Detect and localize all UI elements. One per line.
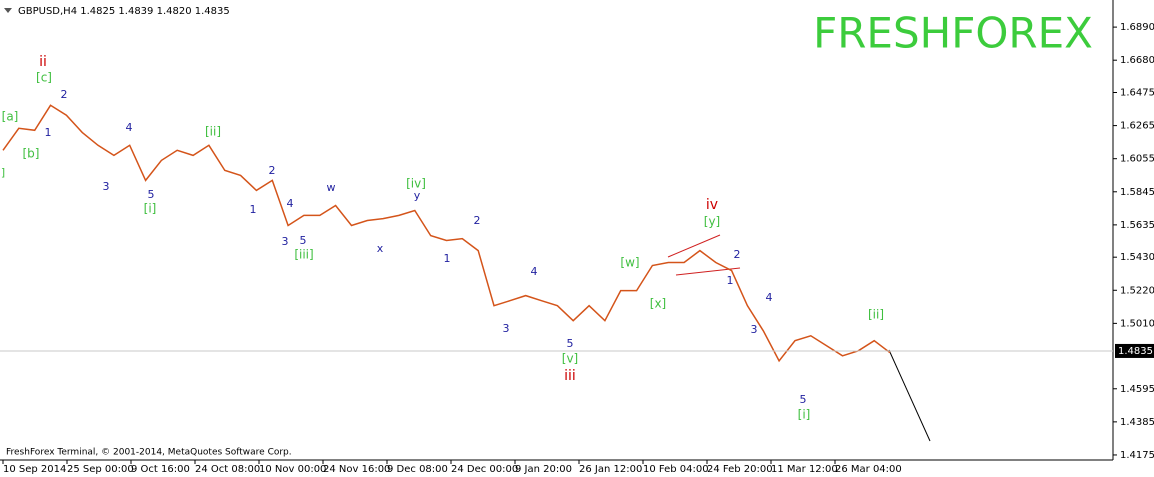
- wave-label: iv: [706, 197, 718, 213]
- wave-label: [v]: [562, 352, 578, 366]
- y-tick-label: 1.6475: [1120, 88, 1154, 99]
- y-tick-label: 1.6890: [1120, 22, 1154, 33]
- wave-label: [i]: [798, 408, 811, 422]
- x-tick-label: 10 Nov 00:00: [259, 464, 326, 475]
- x-tick-label: 25 Sep 00:00: [67, 464, 134, 475]
- wave-label: w: [327, 181, 336, 194]
- x-tick-label: 9 Dec 08:00: [387, 464, 448, 475]
- wave-label: 5: [148, 188, 155, 201]
- forecast-line: [888, 349, 931, 442]
- x-tick-label: 11 Mar 12:00: [771, 464, 838, 475]
- x-tick-label: 24 Nov 16:00: [323, 464, 390, 475]
- wave-label: 5: [567, 337, 574, 350]
- triangle-line: [667, 234, 721, 258]
- y-tick-label: 1.4385: [1120, 417, 1154, 428]
- x-tick-label: 9 Jan 20:00: [515, 464, 572, 475]
- wave-label: [iv]: [406, 177, 426, 191]
- wave-label: x: [377, 242, 384, 255]
- y-tick-label: 1.5430: [1120, 252, 1154, 263]
- x-tick-label: 26 Mar 04:00: [835, 464, 902, 475]
- wave-label: 2: [269, 164, 276, 177]
- wave-label: 2: [474, 214, 481, 227]
- wave-label: 2: [61, 88, 68, 101]
- wave-label: 1: [45, 126, 52, 139]
- wave-label: [iii]: [294, 248, 313, 262]
- wave-label: [b]: [23, 147, 40, 161]
- wave-label: 3: [503, 322, 510, 335]
- wave-label: 4: [766, 291, 773, 304]
- wave-label: [ii]: [205, 125, 221, 139]
- menu-triangle: [4, 8, 12, 13]
- wave-label: 5: [300, 234, 307, 247]
- current-price-box: [1115, 343, 1154, 358]
- wave-label: [i]: [144, 202, 157, 216]
- x-tick-label: 9 Oct 16:00: [131, 464, 190, 475]
- wave-label: iii: [564, 368, 576, 384]
- x-tick-label: 24 Oct 08:00: [195, 464, 260, 475]
- y-tick-label: 1.5635: [1120, 220, 1154, 231]
- price-line: [2, 104, 891, 363]
- y-tick-label: 1.5010: [1120, 318, 1154, 329]
- wave-label: y: [414, 189, 421, 202]
- wave-label: [a]: [2, 110, 19, 124]
- wave-label: [x]: [650, 297, 666, 311]
- current-price-label: 1.4835: [1118, 346, 1153, 357]
- wave-label: [w]: [620, 256, 639, 270]
- copyright: FreshForex Terminal, © 2001-2014, MetaQu…: [6, 448, 292, 458]
- wave-label: 1: [727, 274, 734, 287]
- y-tick-label: 1.4175: [1120, 450, 1154, 461]
- wave-label: 3: [282, 235, 289, 248]
- wave-label: 3: [751, 323, 758, 336]
- x-tick-label: 10 Feb 04:00: [643, 464, 709, 475]
- header: GBPUSD,H4 1.4825 1.4839 1.4820 1.4835: [18, 6, 230, 17]
- y-tick-label: 1.6265: [1120, 121, 1154, 132]
- wave-label: 3: [103, 180, 110, 193]
- watermark: FRESHFOREX: [813, 9, 1093, 58]
- wave-label: 4: [126, 121, 133, 134]
- x-tick-label: 24 Feb 20:00: [707, 464, 773, 475]
- wave-label: 5: [800, 393, 807, 406]
- wave-label: 2: [734, 248, 741, 261]
- wave-label: 1: [444, 252, 451, 265]
- y-tick-label: 1.5845: [1120, 187, 1154, 198]
- x-tick-label: 26 Jan 12:00: [579, 464, 642, 475]
- wave-label: 4: [531, 265, 538, 278]
- wave-label: ii: [39, 54, 47, 70]
- y-tick-label: 1.6055: [1120, 154, 1154, 165]
- y-tick-label: 1.5220: [1120, 285, 1154, 296]
- wave-label: ]: [1, 166, 5, 179]
- wave-label: [ii]: [868, 308, 884, 322]
- x-tick-label: 10 Sep 2014: [3, 464, 66, 475]
- x-tick-label: 24 Dec 00:00: [451, 464, 518, 475]
- wave-label: [c]: [36, 71, 52, 85]
- wave-label: [y]: [704, 215, 720, 229]
- wave-label: 1: [250, 203, 257, 216]
- y-tick-label: 1.6680: [1120, 55, 1154, 66]
- wave-label: 4: [287, 197, 294, 210]
- y-tick-label: 1.4595: [1120, 384, 1154, 395]
